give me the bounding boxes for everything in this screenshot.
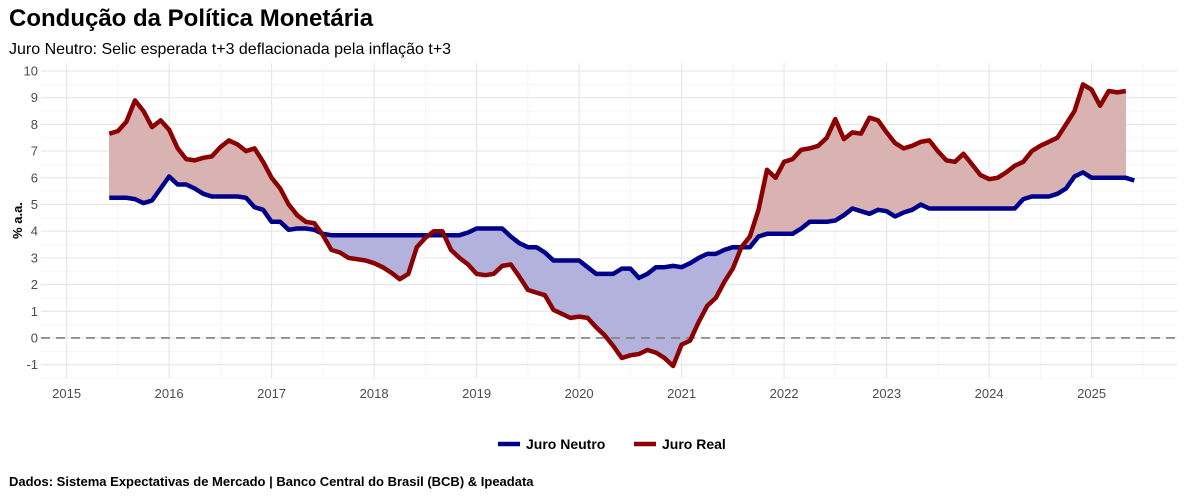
area-fill [1116, 90, 1127, 179]
area-fill [570, 260, 580, 319]
y-tick-label: 3 [31, 250, 38, 265]
area-fill [356, 234, 366, 261]
x-tick-label: 2021 [667, 386, 696, 401]
x-tick-label: 2023 [872, 386, 901, 401]
area-fill [886, 131, 896, 217]
area-fill [664, 265, 674, 367]
y-tick-label: -1 [26, 357, 38, 372]
area-fill [783, 158, 793, 235]
area-fill [203, 156, 213, 197]
y-tick-label: 10 [24, 64, 38, 79]
y-tick-label: 6 [31, 170, 38, 185]
area-fill [1040, 141, 1050, 197]
y-tick-label: 4 [31, 224, 38, 239]
area-fill [818, 137, 828, 223]
legend-label: Juro Real [662, 436, 726, 452]
area-fill [578, 259, 588, 319]
x-tick-label: 2016 [155, 386, 184, 401]
legend-label: Juro Neutro [526, 436, 605, 452]
area-fill [920, 140, 930, 209]
chart-caption: Dados: Sistema Expectativas de Mercado |… [9, 474, 534, 489]
area-fill [809, 145, 819, 223]
area-fill [484, 228, 494, 276]
x-tick-label: 2019 [462, 386, 491, 401]
x-tick-label: 2024 [975, 386, 1004, 401]
area-fill [621, 268, 631, 359]
area-fill [228, 140, 238, 197]
y-tick-label: 0 [31, 330, 38, 345]
y-tick-label: 5 [31, 197, 38, 212]
area-fill [117, 121, 127, 199]
area-fill [1108, 90, 1118, 179]
area-fill [852, 132, 862, 212]
chart-title: Condução da Política Monetária [9, 5, 374, 32]
area-fill [911, 141, 922, 211]
area-fill [792, 149, 802, 235]
area-fill [348, 234, 358, 260]
area-fill [1082, 83, 1092, 179]
area-fill [894, 142, 904, 217]
y-tick-label: 2 [31, 277, 38, 292]
area-fill [647, 266, 657, 353]
area-fill [681, 262, 691, 345]
y-tick-label: 8 [31, 117, 38, 132]
x-tick-label: 2022 [770, 386, 799, 401]
area-fill [946, 160, 956, 209]
chart-subtitle: Juro Neutro: Selic esperada t+3 deflacio… [9, 41, 452, 58]
area-fill [109, 130, 119, 199]
y-axis-label: % a.a. [10, 202, 25, 239]
y-tick-label: 7 [31, 144, 38, 159]
area-fill [553, 260, 563, 315]
area-fill [638, 273, 648, 355]
area-fill [527, 246, 537, 293]
area-fill [630, 267, 640, 356]
juro-neutro-line [109, 170, 1135, 281]
x-tick-label: 2018 [360, 386, 389, 401]
area-fill [1048, 137, 1058, 197]
area-fill [655, 266, 665, 359]
x-tick-label: 2020 [565, 386, 594, 401]
area-fill [988, 177, 998, 209]
juro-real-line [108, 82, 1127, 369]
area-fill [800, 148, 810, 230]
area-fill [903, 145, 913, 213]
area-fill [561, 260, 571, 319]
x-tick-label: 2025 [1077, 386, 1106, 401]
area-fill [476, 228, 486, 276]
area-fill [843, 131, 853, 216]
x-tick-label: 2017 [257, 386, 286, 401]
y-tick-label: 1 [31, 304, 38, 319]
y-tick-label: 9 [31, 90, 38, 105]
area-fill [536, 246, 546, 296]
area-fill [1031, 145, 1041, 197]
x-tick-label: 2015 [52, 386, 81, 401]
area-fill [869, 117, 879, 215]
area-fill [134, 99, 144, 204]
